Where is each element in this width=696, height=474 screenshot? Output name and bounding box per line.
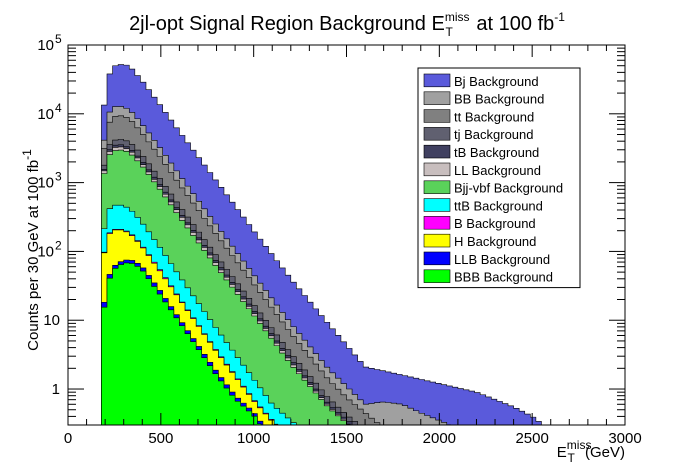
x-tick-label: 2500 [515,430,548,447]
legend-label-bjj-vbf-background: Bjj-vbf Background [454,181,563,196]
chart-title-sup: miss [445,10,470,24]
x-tick-label: 2000 [423,430,456,447]
legend-label-bj-background: Bj Background [454,74,539,89]
y-tick-label: 10 [37,243,54,260]
legend-label-bbb-background: BBB Background [454,270,553,285]
legend-swatch-bbb-background [423,269,451,283]
chart-title: 2jl-opt Signal Region Background Emiss T … [129,10,565,39]
legend-label-bb-background: BB Background [454,92,544,107]
legend-swatch-tt-background [423,109,451,123]
plot-area [101,64,544,425]
y-tick-label: 10 [43,312,60,329]
y-axis-title: Counts per 30 GeV at 100 fb-1 [20,149,42,351]
legend-swatch-tb-background [423,144,451,159]
chart-title-tail-sup: -1 [554,10,565,24]
x-axis-title-sup: miss [567,438,592,452]
x-tick-label: 1500 [330,430,363,447]
legend-swatch-b-background [423,216,451,230]
legend-label-tb-background: tB Background [454,145,539,160]
legend-swatch-h-background [423,233,451,248]
legend-swatch-bb-background [423,91,451,105]
y-tick-label-exponent: 4 [55,101,62,115]
y-tick-label: 10 [37,106,54,123]
y-axis-title-sup: -1 [20,149,34,160]
legend-label-llb-background: LLB Background [454,252,550,267]
chart-title-sub: T [446,25,454,39]
x-tick-label: 0 [64,430,72,447]
y-tick-label-exponent: 5 [55,32,62,46]
legend-swatch-ttb-background [423,198,451,212]
legend-label-ll-background: LL Background [454,163,541,178]
legend-swatch-bj-background [423,73,451,88]
x-axis-title-unit: (GeV) [581,444,625,461]
x-axis-title-sub: T [567,451,575,465]
legend-label-b-background: B Background [454,216,536,231]
legend: Bj Background BB Background tt Background t… [417,67,581,289]
x-tick-label: 1000 [237,430,270,447]
series-bbb-background [101,262,262,425]
y-tick-label-exponent: 3 [55,170,62,184]
y-tick-label: 10 [37,175,54,192]
x-tick-label: 3000 [608,430,641,447]
legend-swatch-bjj-vbf-background [423,180,451,194]
y-tick-label: 10 [37,37,54,54]
y-tick-label-exponent: 2 [55,238,62,252]
legend-label-tt-background: tt Background [454,109,534,124]
legend-label-ttb-background: ttB Background [454,198,543,213]
legend-label-tj-background: tj Background [454,127,534,142]
legend-swatch-tj-background [423,127,451,141]
y-tick-label: 1 [52,381,60,398]
legend-label-h-background: H Background [454,234,536,249]
x-tick-label: 500 [148,430,173,447]
legend-swatch-ll-background [423,162,451,177]
legend-swatch-llb-background [423,251,451,266]
chart-title-tail: at 100 fb [471,13,554,35]
x-axis-title: Emiss T (GeV) [557,438,625,465]
